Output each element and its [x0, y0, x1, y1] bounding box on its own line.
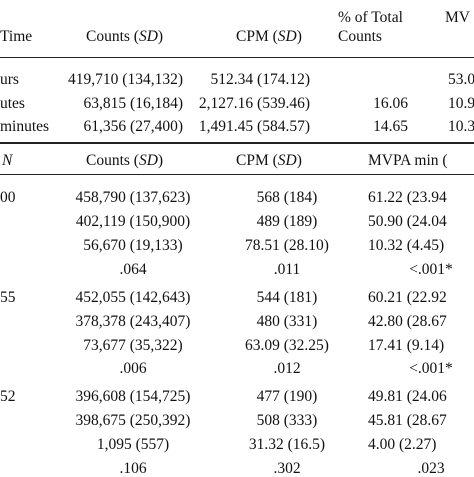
bottom-header-n: N — [2, 153, 12, 169]
counts-label: Counts ( — [86, 152, 139, 169]
row-counts: 61,356 (27,400) — [83, 118, 183, 135]
row-counts: .106 — [119, 460, 147, 477]
row-mvpa: <.001* — [409, 360, 453, 377]
row-counts: 402,119 (150,900) — [75, 213, 191, 230]
cpm-label: CPM ( — [236, 28, 278, 45]
row-label: minutes — [0, 118, 50, 135]
cpm-sd: SD — [277, 152, 297, 169]
header-rule-top — [0, 57, 474, 58]
row-mvpa: 10.9 — [448, 95, 474, 112]
row-cpm: 2,127.16 (539.46) — [198, 95, 310, 112]
row-mvpa: 50.90 (24.04 — [368, 213, 447, 230]
top-header-pct-line1: % of Total — [338, 9, 403, 26]
row-counts: 396,608 (154,725) — [75, 388, 191, 405]
counts-sd: SD — [138, 28, 158, 45]
bottom-header-counts: Counts (SD) — [86, 153, 163, 169]
top-header-mvpa: MV — [445, 9, 470, 26]
row-cpm: 477 (190) — [256, 388, 318, 405]
bottom-header-cpm: CPM (SD) — [236, 153, 302, 169]
row-cpm: 508 (333) — [256, 412, 318, 429]
row-cpm: 512.34 (174.12) — [210, 71, 310, 88]
top-header-counts: Counts (SD) — [86, 29, 163, 45]
top-header-pct-line2: Counts — [338, 28, 382, 45]
row-label: 55 — [0, 289, 16, 306]
row-cpm: 544 (181) — [256, 289, 318, 306]
row-cpm: .302 — [273, 460, 301, 477]
counts-close: ) — [157, 152, 164, 169]
row-mvpa: 17.41 (9.14) — [368, 337, 445, 354]
row-cpm: 489 (189) — [256, 213, 318, 230]
n-label: N — [2, 152, 13, 169]
cpm-close: ) — [296, 28, 302, 45]
row-counts: 458,790 (137,623) — [75, 189, 191, 206]
top-header-cpm: CPM (SD) — [236, 29, 302, 45]
row-mvpa: 42.80 (28.67 — [368, 313, 447, 330]
row-mvpa: 49.81 (24.06 — [368, 388, 447, 405]
section-rule — [0, 142, 474, 144]
row-counts: 56,670 (19,133) — [83, 237, 183, 254]
row-counts: 378,378 (243,407) — [75, 313, 191, 330]
row-cpm: 31.32 (16.5) — [248, 436, 326, 453]
row-cpm: 78.51 (28.10) — [245, 237, 329, 254]
row-counts: 452,055 (142,643) — [75, 289, 191, 306]
row-mvpa: 4.00 (2.27) — [368, 436, 437, 453]
row-mvpa: .023 — [417, 460, 445, 477]
row-pct: 14.65 — [373, 118, 408, 135]
row-mvpa: <.001* — [409, 261, 453, 278]
row-mvpa: 60.21 (22.92 — [368, 289, 447, 306]
row-cpm: .012 — [273, 360, 301, 377]
row-counts: 398,675 (250,392) — [75, 412, 191, 429]
counts-label: Counts ( — [86, 28, 139, 45]
row-pct: 16.06 — [373, 95, 408, 112]
cpm-close: ) — [296, 152, 302, 169]
row-cpm: 480 (331) — [256, 313, 318, 330]
row-label: utes — [0, 95, 25, 112]
row-cpm: 63.09 (32.25) — [245, 337, 329, 354]
row-label: 00 — [0, 189, 16, 206]
bottom-header-mvpa: MVPA min ( — [368, 152, 448, 169]
row-cpm: 568 (184) — [256, 189, 318, 206]
row-counts: 73,677 (35,322) — [83, 337, 183, 354]
row-mvpa: 45.81 (28.67 — [368, 412, 447, 429]
row-cpm: .011 — [273, 261, 301, 278]
row-mvpa: 10.32 (4.45) — [368, 237, 445, 254]
row-counts: .006 — [119, 360, 147, 377]
counts-close: ) — [157, 28, 164, 45]
row-counts: .064 — [119, 261, 147, 278]
row-mvpa: 53.0 — [448, 71, 474, 88]
row-counts: 419,710 (134,132) — [68, 71, 183, 88]
top-header-time: Time — [0, 28, 33, 45]
row-label: 52 — [0, 388, 16, 405]
row-counts: 1,095 (557) — [96, 436, 170, 453]
row-cpm: 1,491.45 (584.57) — [198, 118, 310, 135]
header-rule-bottom — [0, 174, 474, 175]
counts-sd: SD — [138, 152, 158, 169]
cpm-sd: SD — [277, 28, 297, 45]
cpm-label: CPM ( — [236, 152, 278, 169]
row-mvpa: 61.22 (23.94 — [368, 189, 447, 206]
row-mvpa: 10.3 — [448, 118, 474, 135]
row-label: urs — [0, 71, 19, 88]
row-counts: 63,815 (16,184) — [83, 95, 183, 112]
